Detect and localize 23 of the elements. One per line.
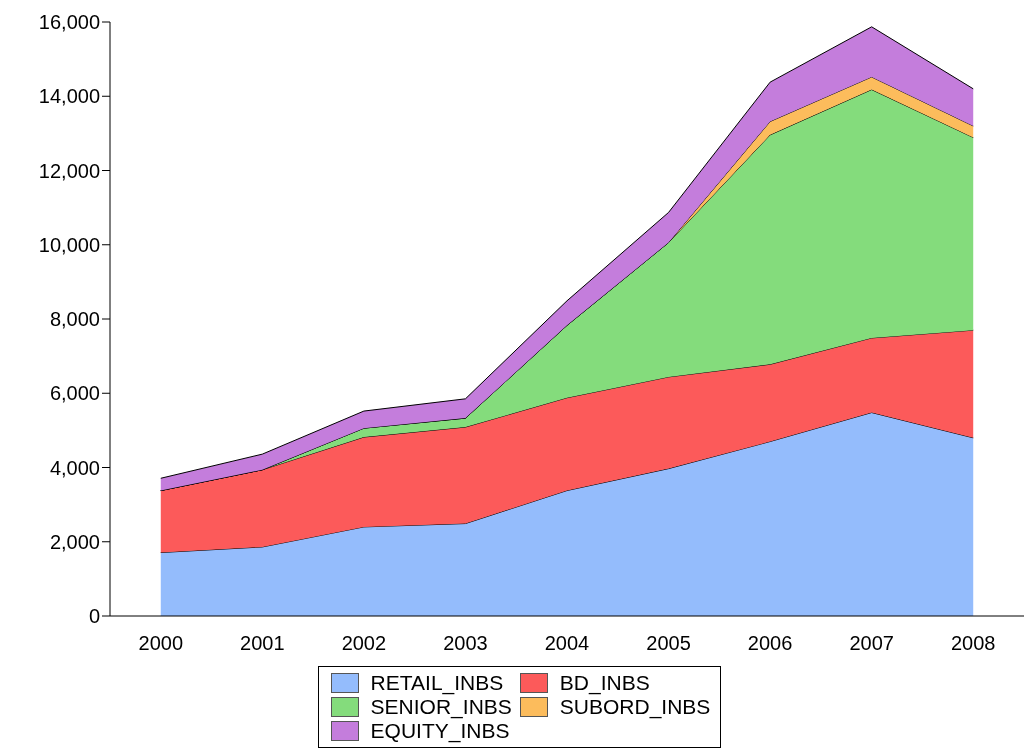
x-tick-label: 2000	[138, 632, 184, 655]
x-tick-label: 2007	[849, 632, 894, 655]
y-tick-label: 2,000	[49, 530, 100, 553]
x-tick-label: 2004	[544, 632, 590, 655]
x-tick-label: 2008	[950, 632, 996, 655]
legend-label: BD_INBS	[559, 671, 650, 695]
y-tick-label: 12,000	[38, 159, 100, 182]
y-tick-label: 16,000	[38, 11, 100, 34]
legend-label: RETAIL_INBS	[370, 671, 504, 695]
x-tick-label: 2006	[747, 632, 793, 655]
y-tick-label: 8,000	[49, 308, 100, 331]
y-tick-label: 4,000	[49, 456, 100, 479]
legend-label: SENIOR_INBS	[370, 695, 512, 719]
legend-label: EQUITY_INBS	[370, 719, 510, 743]
y-tick-label: 0	[88, 605, 100, 628]
y-tick-label: 14,000	[38, 85, 100, 108]
x-tick-label: 2005	[646, 632, 691, 655]
y-tick-label: 10,000	[38, 233, 100, 256]
x-tick-label: 2002	[341, 632, 387, 655]
legend-label: SUBORD_INBS	[559, 695, 711, 719]
x-tick-label: 2001	[240, 632, 285, 655]
y-tick-label: 6,000	[49, 382, 100, 405]
x-tick-label: 2003	[443, 632, 488, 655]
